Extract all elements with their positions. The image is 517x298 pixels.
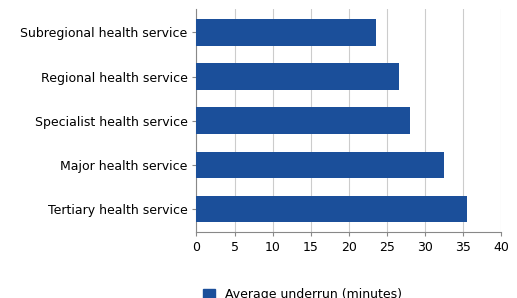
Bar — [196, 108, 410, 134]
Bar — [196, 196, 467, 222]
Bar — [196, 152, 444, 178]
Legend: Average underrun (minutes): Average underrun (minutes) — [203, 288, 402, 298]
Bar — [196, 63, 399, 90]
Bar — [196, 19, 376, 46]
